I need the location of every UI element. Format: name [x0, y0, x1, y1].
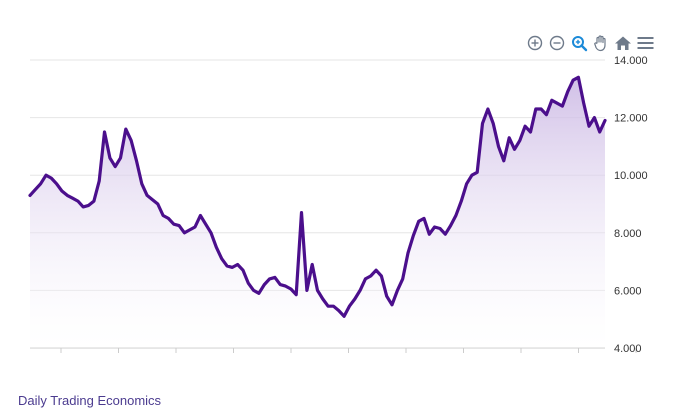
y-tick-label: 8.000 [614, 228, 642, 240]
y-tick-label: 6.000 [614, 285, 642, 297]
y-tick-label: 4.000 [614, 343, 642, 355]
pan-icon[interactable] [592, 34, 610, 52]
series-area-fill [30, 77, 605, 349]
zoom-in-icon[interactable] [526, 34, 544, 52]
x-axis [60, 348, 637, 353]
reset-home-icon[interactable] [614, 34, 632, 52]
series-line [28, 75, 607, 318]
chart-toolbar [526, 33, 654, 53]
zoom-out-icon[interactable] [548, 34, 566, 52]
selection-zoom-icon[interactable] [570, 34, 588, 52]
y-axis-labels: 4.000 6.000 8.000 10.000 12.000 14.000 [614, 55, 648, 355]
y-tick-label: 14.000 [614, 55, 648, 67]
menu-icon[interactable] [636, 34, 654, 52]
y-tick-label: 10.000 [614, 170, 648, 182]
y-tick-label: 12.000 [614, 113, 648, 125]
